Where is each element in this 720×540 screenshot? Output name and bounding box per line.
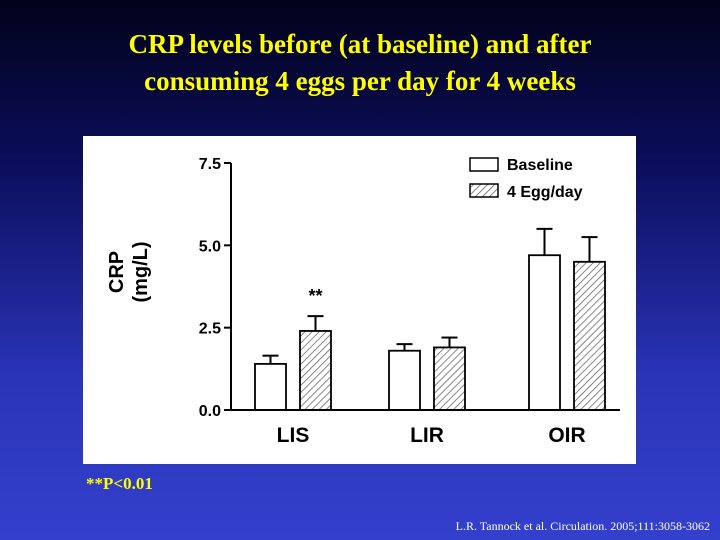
citation: L.R. Tannock et al. Circulation. 2005;11…: [455, 519, 710, 533]
y-axis-label-line-1: CRP: [106, 251, 128, 293]
title-line-2: consuming 4 eggs per day for 4 weeks: [144, 66, 576, 96]
legend-swatch-egg: [469, 183, 499, 198]
bar-oir-egg: [573, 260, 606, 411]
significance-annotation: **: [308, 286, 322, 306]
x-category-label: OIR: [548, 424, 585, 447]
legend-label-baseline: Baseline: [507, 157, 573, 174]
bar-oir-baseline: [528, 254, 561, 411]
axis-layer: 0.0 2.5 5.0 7.5 LIS LIR OIR **: [199, 156, 620, 447]
y-tick-label: 5.0: [199, 238, 221, 255]
legend-label-egg: 4 Egg/day: [507, 184, 583, 201]
legend: Baseline 4 Egg/day: [469, 157, 583, 201]
bar-lir-baseline: [388, 349, 421, 411]
title-line-1: CRP levels before (at baseline) and afte…: [128, 29, 592, 59]
bar-lis-baseline: [254, 362, 287, 411]
legend-swatch-baseline: [469, 157, 499, 172]
bars-layer: [254, 227, 606, 411]
crp-bar-chart: 0.0 2.5 5.0 7.5 LIS LIR OIR ** CRP (mg/L) Basel…: [106, 156, 620, 447]
x-category-label: LIR: [410, 424, 444, 447]
y-axis-label-line-2: (mg/L): [130, 241, 152, 302]
y-tick-label: 7.5: [199, 156, 221, 173]
bar-lis-egg: [299, 330, 332, 411]
significance-footnote: **P<0.01: [86, 474, 153, 493]
slide-title: CRP levels before (at baseline) and afte…: [0, 26, 720, 100]
bar-lir-egg: [433, 346, 466, 411]
y-tick-label: 0.0: [199, 403, 221, 420]
chart-panel: 0.0 2.5 5.0 7.5 LIS LIR OIR ** CRP (mg/L) Basel…: [83, 136, 636, 464]
x-category-label: LIS: [277, 424, 310, 447]
y-tick-label: 2.5: [199, 321, 221, 338]
